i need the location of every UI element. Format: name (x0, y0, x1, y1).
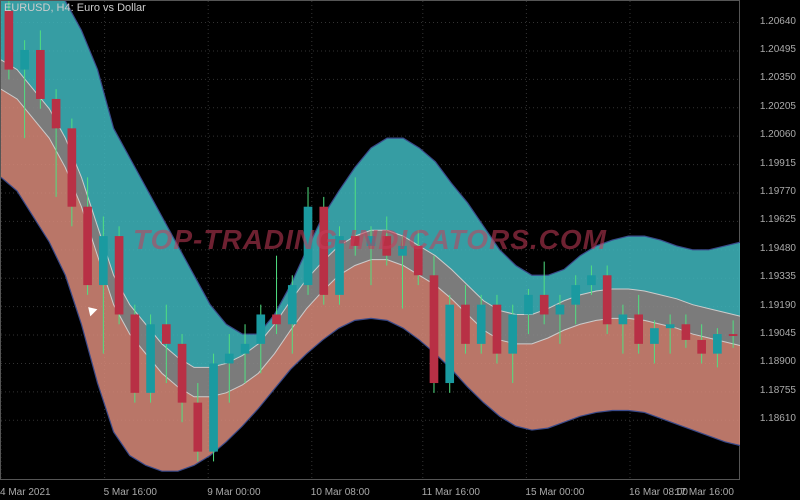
time-tick: 9 Mar 00:00 (207, 487, 260, 498)
price-tick: 1.18755 (741, 385, 796, 396)
price-tick: 1.19770 (741, 186, 796, 197)
price-tick: 1.20495 (741, 44, 796, 55)
price-tick: 1.20060 (741, 129, 796, 140)
price-tick: 1.19190 (741, 300, 796, 311)
time-tick: 10 Mar 08:00 (311, 487, 370, 498)
price-axis: 1.20640 1.20495 1.20350 1.20205 1.20060 1.199… (740, 0, 800, 480)
time-tick: 15 Mar 00:00 (525, 487, 584, 498)
chart-title: EURUSD, H4: Euro vs Dollar (4, 2, 146, 14)
time-tick: 17 Mar 16:00 (675, 487, 734, 498)
price-tick: 1.19480 (741, 243, 796, 254)
chart-container: EURUSD, H4: Euro vs Dollar TOP-TRADING-I… (0, 0, 800, 500)
price-tick: 1.20640 (741, 16, 796, 27)
time-tick: 5 Mar 16:00 (104, 487, 157, 498)
price-tick: 1.19045 (741, 328, 796, 339)
chart-canvas[interactable] (1, 1, 741, 481)
price-tick: 1.18900 (741, 356, 796, 367)
time-tick: 11 Mar 16:00 (422, 487, 480, 498)
price-tick: 1.20205 (741, 101, 796, 112)
time-tick: 4 Mar 2021 (0, 487, 51, 498)
chart-area[interactable]: TOP-TRADING-INDICATORS.COM (0, 0, 740, 480)
price-tick: 1.19915 (741, 158, 796, 169)
time-axis: 4 Mar 2021 5 Mar 16:00 9 Mar 00:00 10 Mar 0… (0, 480, 740, 500)
price-tick: 1.18610 (741, 413, 796, 424)
price-tick: 1.19335 (741, 271, 796, 282)
price-tick: 1.19625 (741, 214, 796, 225)
price-tick: 1.20350 (741, 72, 796, 83)
